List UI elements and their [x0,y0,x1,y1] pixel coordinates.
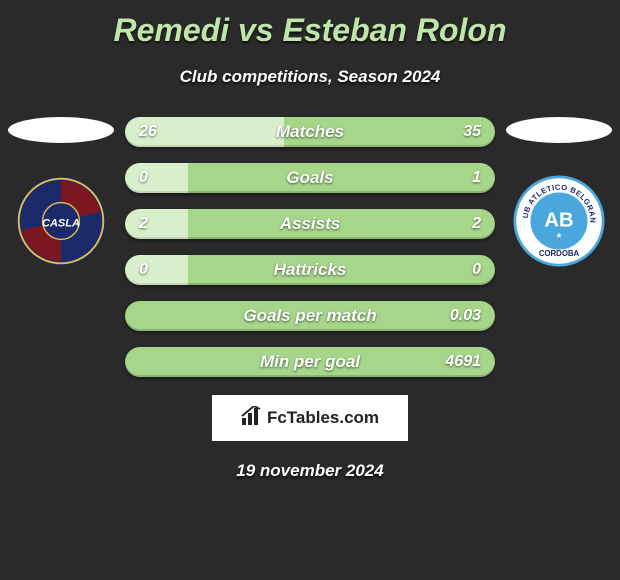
stat-label: Min per goal [125,347,495,377]
brand-box[interactable]: FcTables.com [210,393,410,443]
stat-value-right: 2 [472,209,481,239]
stat-value-left: 0 [139,163,148,193]
stats-bars: Matches2635Goals01Assists22Hattricks00Go… [125,117,495,377]
stat-value-right: 35 [463,117,481,147]
svg-text:AB: AB [544,210,573,232]
stat-bar: Matches26 35 [125,117,495,147]
subtitle: Club competitions, Season 2024 [4,67,616,87]
brand-label: FcTables.com [267,408,379,428]
stat-bar: Hattricks0 0 [125,255,495,285]
stat-value-right: 1 [472,163,481,193]
stat-label: Goals per match [125,301,495,331]
club-badge-left: CASLA [15,175,107,272]
club-badge-right: CLUB ATLETICO BELGRANO CORDOBA AB ★ [513,175,605,272]
brand-icon [241,406,263,431]
stat-label: Matches [125,117,495,147]
player-right-ellipse [506,117,612,143]
date-label: 19 november 2024 [4,461,616,481]
player-left-ellipse [8,117,114,143]
page-title: Remedi vs Esteban Rolon [4,12,616,49]
svg-text:★: ★ [555,233,562,240]
svg-text:CASLA: CASLA [42,218,80,230]
stat-value-right: 4691 [445,347,481,377]
stat-value-left: 2 [139,209,148,239]
stat-value-right: 0.03 [450,301,481,331]
stat-label: Goals [125,163,495,193]
stat-bar: Min per goal4691 [125,347,495,377]
stat-value-left: 26 [139,117,157,147]
stat-value-left: 0 [139,255,148,285]
player-left-column: CASLA [6,111,116,272]
stat-value-right: 0 [472,255,481,285]
stat-bar: Goals per match0.03 [125,301,495,331]
stat-bar: Goals0 1 [125,163,495,193]
stat-label: Assists [125,209,495,239]
player-right-column: CLUB ATLETICO BELGRANO CORDOBA AB ★ [504,111,614,272]
svg-text:CORDOBA: CORDOBA [539,249,580,258]
stat-bar: Assists2 2 [125,209,495,239]
stat-label: Hattricks [125,255,495,285]
